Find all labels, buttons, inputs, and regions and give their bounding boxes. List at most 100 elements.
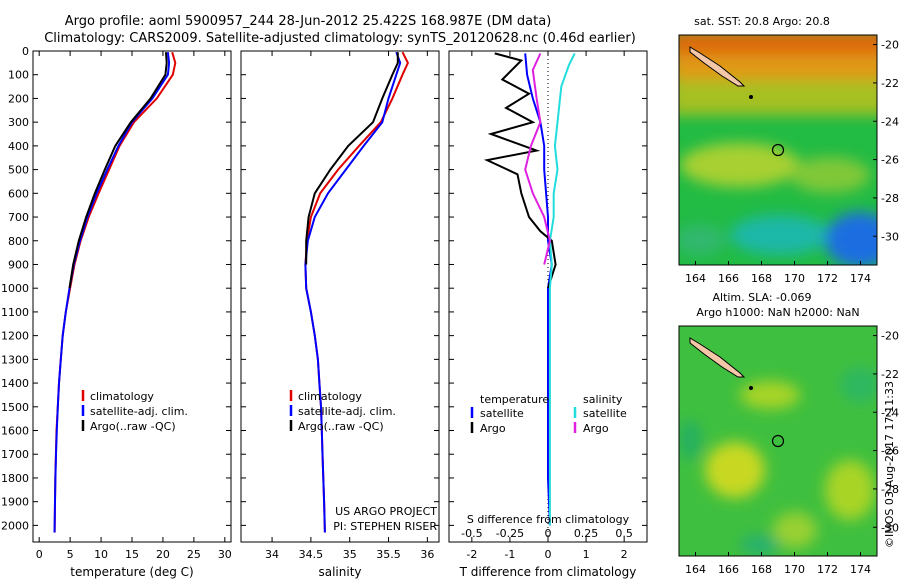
depth-tick-label: 1500 (1, 401, 29, 414)
depth-tick-label: 300 (8, 116, 29, 129)
difference-series-t-argo (483, 52, 557, 289)
s-diff-tick-label: 0 (545, 527, 552, 540)
sla_map-xtick-label: 166 (718, 563, 739, 576)
difference-xtick-label: 2 (621, 548, 628, 561)
salinity-xtick-label: 35 (343, 548, 357, 561)
side-label: ©IMOS 03-Aug-2017 17:11:33 (883, 381, 896, 548)
diff-legend-label: Argo (480, 422, 506, 435)
sla_map-ytick-label: -24 (881, 406, 899, 419)
temperature-xtick-label: 10 (94, 548, 108, 561)
difference-series-s-satellite (548, 52, 576, 526)
sst_map-ytick-label: -22 (881, 77, 899, 90)
sla-field (679, 326, 877, 556)
depth-tick-label: 200 (8, 92, 29, 105)
temperature-xtick-label: 0 (36, 548, 43, 561)
depth-tick-label: 1300 (1, 353, 29, 366)
salinity-xtick-label: 34 (265, 548, 279, 561)
pi-label: PI: STEPHEN RISER (333, 520, 437, 533)
sst-argo-marker (771, 143, 785, 157)
temperature-legend-label: satellite-adj. clim. (90, 405, 188, 418)
sla_map-xtick-label: 174 (850, 563, 871, 576)
depth-tick-label: 0 (22, 45, 29, 58)
sst_map-xtick-label: 174 (850, 272, 871, 285)
sst_map-ytick-label: -28 (881, 192, 899, 205)
salinity-legend-label: satellite-adj. clim. (298, 405, 396, 418)
temperature-legend-label: Argo(..raw -QC) (90, 420, 176, 433)
diff-legend-label: satellite (583, 407, 627, 420)
header-line2: Climatology: CARS2009. Satellite-adjuste… (44, 31, 636, 46)
sla_map-xtick-label: 168 (751, 563, 772, 576)
depth-tick-label: 400 (8, 140, 29, 153)
sla-map-title-line1: Altim. SLA: -0.069 (712, 291, 811, 304)
temperature-xtick-label: 15 (125, 548, 139, 561)
sla-map-panel: Altim. SLA: -0.069 Argo h1000: NaN h2000… (678, 291, 899, 576)
depth-tick-label: 800 (8, 235, 29, 248)
s-diff-tick-label: -0.5 (461, 527, 482, 540)
diff-legend-salinity-title: salinity (583, 393, 623, 406)
depth-tick-label: 1200 (1, 330, 29, 343)
salinity-xlabel: salinity (318, 565, 361, 579)
difference-xtick-label: -1 (504, 548, 515, 561)
temperature-series-climatology (53, 51, 177, 533)
depth-tick-label: 1100 (1, 306, 29, 319)
sst_map-ytick-label: -20 (881, 39, 899, 52)
sla-argo-marker (771, 434, 785, 448)
sla_map-xtick-label: 172 (817, 563, 838, 576)
temperature-series-satellite-adj-clim- (53, 52, 171, 533)
sla_map-xtick-label: 164 (685, 563, 706, 576)
difference-xtick-label: 1 (583, 548, 590, 561)
difference-panel: -2 -1 0 1 2 T difference from climatology temp… (448, 50, 648, 579)
sla_map-ytick-label: -30 (881, 521, 899, 534)
s-diff-tick-label: 0.5 (615, 527, 633, 540)
difference-xtick-label: -2 (466, 548, 477, 561)
temperature-xtick-label: 20 (156, 548, 170, 561)
depth-tick-label: 1000 (1, 282, 29, 295)
temperature-series-argo-raw-qc- (68, 52, 168, 289)
sla_map-ytick-label: -20 (881, 330, 899, 343)
project-label: US ARGO PROJECT (335, 505, 437, 518)
sst_map-xtick-label: 166 (718, 272, 739, 285)
depth-tick-label: 700 (8, 211, 29, 224)
sla-map-title-line2: Argo h1000: NaN h2000: NaN (696, 306, 859, 319)
depth-tick-label: 1700 (1, 448, 29, 461)
salinity-series-climatology (304, 51, 410, 533)
sla_map-ytick-label: -22 (881, 368, 899, 381)
s-diff-tick-label: -0.25 (496, 527, 524, 540)
salinity-panel: 34 34.5 35 35.5 36 salinity climatology satelli… (240, 50, 440, 579)
sst_map-xtick-label: 164 (685, 272, 706, 285)
depth-tick-label: 100 (8, 69, 29, 82)
diff-legend-label: satellite (480, 407, 524, 420)
difference-xtick-label: 0 (545, 548, 552, 561)
sst_map-ytick-label: -30 (881, 230, 899, 243)
header-line1: Argo profile: aoml 5900957_244 28-Jun-20… (65, 14, 552, 29)
depth-tick-label: 500 (8, 164, 29, 177)
salinity-xtick-label: 36 (420, 548, 434, 561)
salinity-legend-label: climatology (298, 390, 362, 403)
diff-legend-temperature-title: temperature (480, 393, 549, 406)
depth-tick-label: 2000 (1, 519, 29, 532)
salinity-frame (240, 50, 440, 543)
diff-xlabel-top: S difference from climatology (467, 513, 630, 526)
difference-xlabel: T difference from climatology (459, 565, 637, 579)
sst_map-xtick-label: 170 (784, 272, 805, 285)
sst_map-ytick-label: -24 (881, 115, 899, 128)
sla-map-frame (678, 325, 878, 557)
salinity-series-argo-raw-qc- (305, 52, 399, 265)
temperature-xtick-label: 5 (67, 548, 74, 561)
sst-field (679, 35, 877, 265)
sst-map-frame (678, 34, 878, 266)
diff-legend-label: Argo (583, 422, 609, 435)
sla-land (689, 337, 753, 390)
depth-tick-label: 1900 (1, 496, 29, 509)
sst_map-ytick-label: -26 (881, 154, 899, 167)
temperature-xtick-label: 25 (187, 548, 201, 561)
salinity-legend-label: Argo(..raw -QC) (298, 420, 384, 433)
depth-tick-label: 1400 (1, 377, 29, 390)
sla_map-ytick-label: -26 (881, 445, 899, 458)
salinity-xtick-label: 35.5 (376, 548, 401, 561)
s-diff-tick-label: 0.25 (574, 527, 599, 540)
depth-tick-label: 1800 (1, 472, 29, 485)
salinity-series-satellite-adj-clim- (304, 51, 402, 533)
sst-map-title: sat. SST: 20.8 Argo: 20.8 (694, 15, 830, 28)
